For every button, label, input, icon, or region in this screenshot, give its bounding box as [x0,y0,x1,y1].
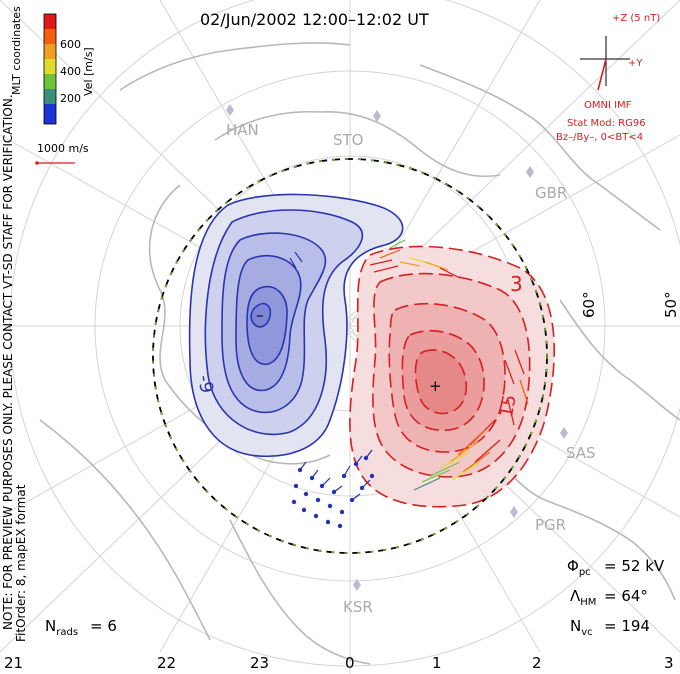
mlt-tick-23: 23 [250,654,269,672]
mlt-tick-2: 2 [532,654,542,672]
imf-condition: Bz–/By–, 0<BT<4 [556,132,643,143]
map-title: 02/Jun/2002 12:00–12:02 UT [200,10,429,29]
svg-text:Nrads: Nrads [45,617,78,638]
preview-note: NOTE: FOR PREVIEW PURPOSES ONLY. PLEASE … [1,94,15,630]
negative-potential-cell [188,193,404,458]
contour-label-positive-15: 15 [496,393,521,419]
contour-label-positive-3: 3 [510,272,523,296]
velocity-colorbar [43,13,57,125]
station-sas: SAS [566,444,596,462]
mlt-tick-0: 0 [345,654,355,672]
colorbar-tick-600: 600 [60,38,81,51]
svg-text:= 6: = 6 [90,617,117,635]
contour-label-negative: -9 [193,374,217,395]
svg-text:Nvc: Nvc [570,617,593,638]
statistical-model: Stat Mod: RG96 [567,118,646,129]
svg-text:Φpc: Φpc [567,557,591,578]
mlt-tick-21: 21 [4,654,23,672]
station-han: HAN [226,121,259,139]
svg-text:= 64°: = 64° [604,587,648,605]
imf-y-label: +Y [628,58,643,69]
svg-text:= 52 kV: = 52 kV [604,557,665,575]
imf-dial [580,36,630,91]
velocity-vectors [289,239,529,529]
station-pgr: PGR [535,516,566,534]
vector-scale-label: 1000 m/s [37,142,89,155]
colorbar-tick-200: 200 [60,92,81,105]
station-gbr: GBR [535,184,567,202]
mlt-tick-22: 22 [157,654,176,672]
vector-scale-origin [35,161,39,165]
mlt-axis: 21 22 23 0 1 2 3 [4,654,674,672]
mlt-tick-1: 1 [432,654,442,672]
n-vc-stat: Nvc = 194 [570,617,650,638]
colorbar-tick-400: 400 [60,65,81,78]
station-labels: HAN STO GBR SAS PGR KSR [226,121,596,616]
latitude-label-60: 60° [580,291,598,318]
imf-source: OMNI IMF [584,100,632,111]
svg-text:= 194: = 194 [604,617,650,635]
station-sto: STO [333,131,364,149]
coordinate-system-label: MLT coordinates [10,6,23,95]
coastlines [39,42,680,665]
hm-boundary-vectors [152,158,548,554]
station-markers [226,104,568,591]
colorbar-label: Vel [m/s] [82,47,95,96]
potential-minimum-marker: – [256,306,264,324]
station-ksr: KSR [343,598,373,616]
lambda-hm-stat: ΛHM = 64° [570,587,648,608]
n-rads-stat: Nrads = 6 [45,617,117,638]
phi-pc-stat: Φpc = 52 kV [567,557,665,578]
latitude-label-50: 50° [662,291,680,318]
potential-maximum-marker: + [429,377,442,395]
positive-potential-cell [349,245,555,508]
svg-text:ΛHM: ΛHM [570,587,596,608]
mlt-tick-3: 3 [664,654,674,672]
fit-order-label: FitOrder: 8, mapEX format [14,484,28,642]
imf-z-label: +Z (5 nT) [612,13,660,24]
